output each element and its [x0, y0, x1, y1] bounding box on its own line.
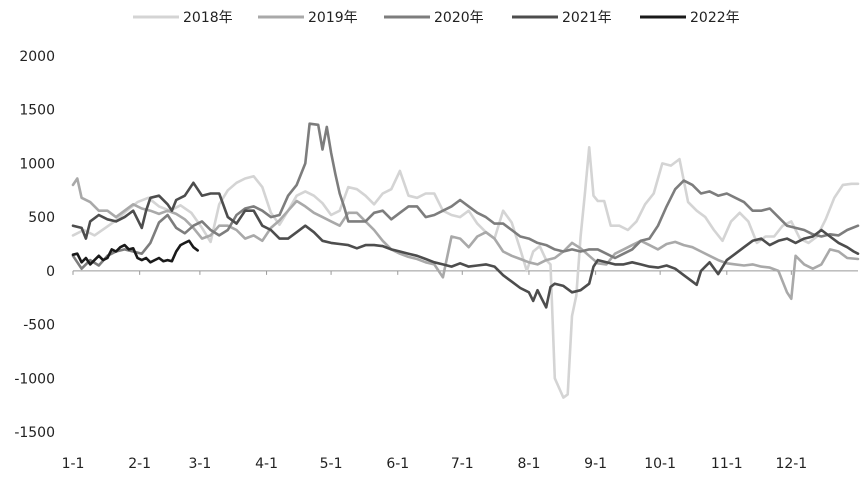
- y-tick-label: 2000: [19, 49, 55, 65]
- x-tick-label: 4-1: [255, 456, 278, 472]
- x-tick-label: 5-1: [320, 456, 343, 472]
- x-tick-label: 7-1: [451, 456, 474, 472]
- legend-label: 2018年: [183, 10, 233, 26]
- x-axis: 1-1 2-1 3-1 4-1 5-1 6-1 7-1 8-1 9-1 10-1 11-1 12-1: [62, 270, 858, 472]
- y-tick-label: -500: [23, 318, 55, 334]
- series-line-4: [71, 181, 860, 309]
- x-tick-label: 10-1: [644, 456, 676, 472]
- y-tick-label: 1500: [19, 103, 55, 119]
- series-line-1: [71, 146, 860, 399]
- legend-label: 2022年: [690, 10, 740, 26]
- chart-legend: 2018年 2019年 2020年 2021年 2022年: [133, 10, 740, 26]
- x-tick-label: 11-1: [711, 456, 743, 472]
- x-tick-label: 6-1: [386, 456, 409, 472]
- y-axis: 2000 1500 1000 500 0 -500 -1000 -1500: [14, 49, 55, 441]
- series-line-3: [71, 122, 860, 271]
- x-tick-label: 2-1: [128, 456, 151, 472]
- y-tick-label: -1000: [14, 371, 55, 387]
- x-tick-label: 3-1: [188, 456, 211, 472]
- x-tick-label: 12-1: [775, 456, 807, 472]
- x-tick-label: 8-1: [518, 456, 541, 472]
- series-line-5: [71, 239, 199, 266]
- legend-label: 2019年: [308, 10, 358, 26]
- legend-label: 2021年: [562, 10, 612, 26]
- x-tick-label: 9-1: [584, 456, 607, 472]
- y-tick-label: -1500: [14, 425, 55, 441]
- series-line-2: [71, 177, 860, 301]
- series-layer: [71, 122, 860, 399]
- y-tick-label: 0: [46, 264, 55, 280]
- x-tick-label: 1-1: [62, 456, 85, 472]
- y-tick-label: 1000: [19, 156, 55, 172]
- y-tick-label: 500: [28, 210, 55, 226]
- legend-label: 2020年: [434, 10, 484, 26]
